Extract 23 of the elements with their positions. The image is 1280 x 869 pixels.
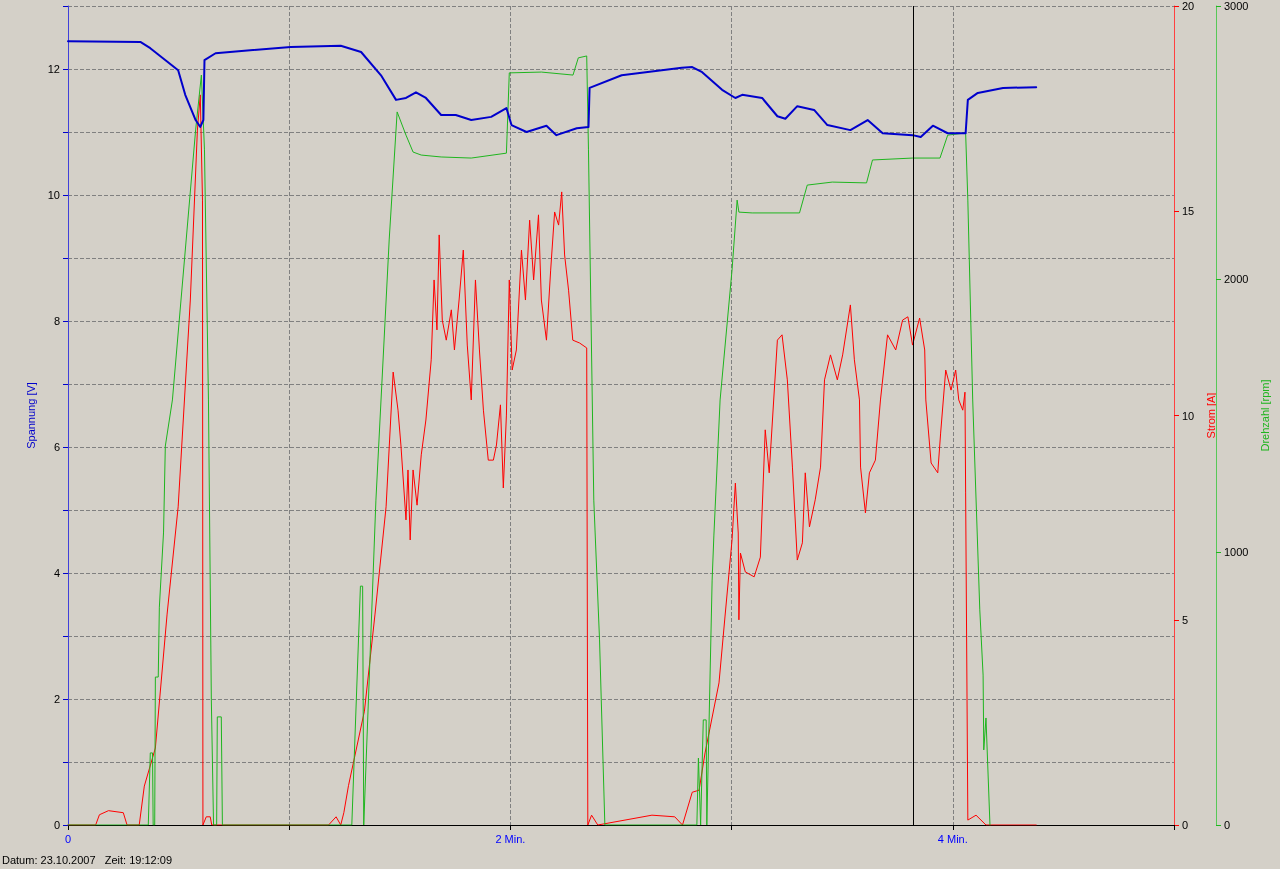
y-tick-label: 12 (47, 63, 60, 75)
y-tick-label: 6 (53, 441, 60, 453)
y2-tick-label: 15 (1182, 204, 1195, 217)
x-tick-label: 0 (64, 832, 72, 845)
y2-tick-label: 5 (1182, 614, 1189, 627)
y3-tick-label: 3000 (1224, 0, 1249, 12)
y3-tick-label: 2000 (1224, 273, 1249, 285)
y2-tick-label: 10 (1182, 409, 1195, 422)
y-axis-title: Spannung [V] (25, 382, 38, 449)
y3-tick-label: 1000 (1224, 546, 1249, 558)
y2-tick-label: 0 (1182, 819, 1189, 831)
y-tick-label: 10 (47, 189, 60, 201)
line-series (67, 40, 1038, 139)
y-tick-label: 0 (53, 819, 60, 831)
y3-tick-label: 0 (1224, 819, 1231, 831)
y-tick-label: 8 (53, 315, 60, 327)
y3-axis-title: Drehzahl [rpm] (1258, 379, 1271, 452)
x-tick-label: 4 Min. (937, 832, 968, 845)
x-tick-label: 2 Min. (495, 832, 526, 845)
y-tick-label: 4 (53, 567, 60, 579)
y-tick-label: 2 (53, 693, 60, 705)
text: Datum: 23.10.2007 Zeit: 19:12:09 (2, 854, 173, 866)
y2-tick-label: 20 (1182, 0, 1195, 12)
